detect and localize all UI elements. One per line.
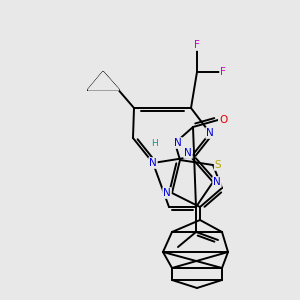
Text: N: N [213,177,221,187]
Text: N: N [184,148,192,158]
Text: N: N [163,188,171,198]
Polygon shape [88,72,119,90]
Text: S: S [215,160,221,170]
Text: N: N [174,138,182,148]
Text: N: N [149,158,157,168]
Text: F: F [194,40,200,50]
Text: F: F [220,67,226,77]
Text: N: N [206,128,214,138]
Text: O: O [219,115,227,125]
Text: H: H [152,139,158,148]
